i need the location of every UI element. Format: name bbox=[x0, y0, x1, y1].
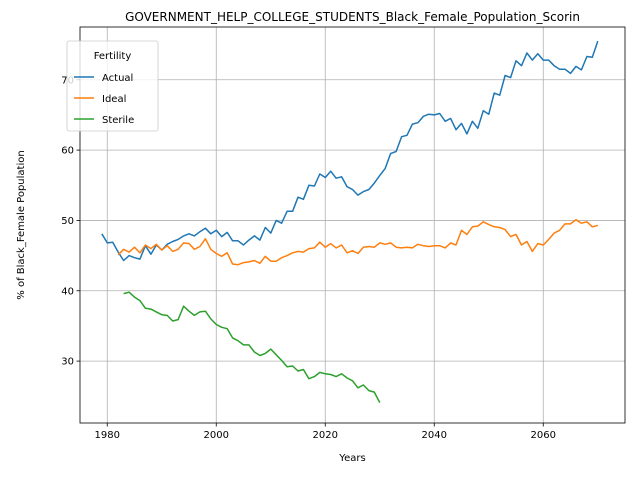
y-tick-label: 30 bbox=[61, 357, 74, 368]
x-tick-label: 2060 bbox=[531, 430, 556, 441]
legend-label-actual: Actual bbox=[102, 73, 133, 84]
y-tick-label: 50 bbox=[61, 216, 74, 227]
legend: Fertility Actual Ideal Sterile bbox=[66, 40, 159, 132]
legend-box bbox=[66, 40, 159, 132]
series-line-actual bbox=[101, 40, 599, 262]
legend-label-ideal: Ideal bbox=[102, 94, 126, 105]
y-tick-label: 40 bbox=[61, 286, 74, 297]
x-tick-label: 2040 bbox=[422, 430, 447, 441]
x-tick-label: 2000 bbox=[204, 430, 229, 441]
x-tick-label: 1980 bbox=[95, 430, 120, 441]
legend-label-sterile: Sterile bbox=[102, 115, 134, 126]
y-tick-label: 60 bbox=[61, 146, 74, 157]
series-line-sterile bbox=[123, 291, 381, 403]
legend-title: Fertility bbox=[94, 51, 132, 62]
x-tick-label: 2020 bbox=[313, 430, 338, 441]
series-line-ideal bbox=[117, 218, 598, 266]
grid-lines bbox=[80, 27, 625, 423]
chart-title: GOVERNMENT_HELP_COLLEGE_STUDENTS_Black_F… bbox=[125, 10, 580, 24]
x-axis-label: Years bbox=[338, 453, 365, 464]
plot-frame bbox=[79, 26, 626, 424]
y-axis-label: % of Black_Female Population bbox=[16, 150, 27, 299]
series-lines bbox=[101, 40, 599, 403]
legend-items: Actual Ideal Sterile bbox=[74, 73, 134, 126]
